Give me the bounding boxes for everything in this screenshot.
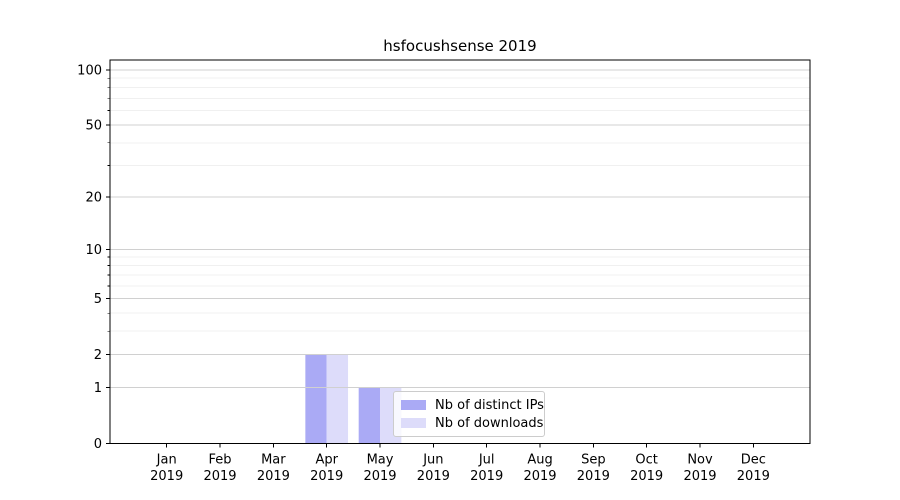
legend-item-downloads: Nb of downloads <box>401 414 543 432</box>
legend: Nb of distinct IPs Nb of downloads <box>393 391 545 437</box>
bar-nb-of-downloads-apr <box>326 354 349 444</box>
legend-item-distinct-ips: Nb of distinct IPs <box>401 396 544 414</box>
x-tick-label-month: Mar <box>261 453 286 468</box>
y-tick-label: 100 <box>77 63 102 78</box>
x-tick-label-year: 2019 <box>417 469 450 484</box>
legend-label-distinct-ips: Nb of distinct IPs <box>435 397 544 413</box>
x-tick-label-month: Feb <box>209 453 232 468</box>
y-tick-label: 50 <box>85 119 102 134</box>
x-tick-label-year: 2019 <box>630 469 663 484</box>
legend-label-downloads: Nb of downloads <box>435 415 544 431</box>
y-tick-label: 20 <box>85 190 102 205</box>
y-tick-label: 10 <box>85 243 102 258</box>
x-tick-label-month: Aug <box>527 453 552 468</box>
x-tick-label-month: May <box>367 453 394 468</box>
x-tick-label-year: 2019 <box>363 469 396 484</box>
x-tick-label-month: Jul <box>478 453 495 468</box>
x-tick-label-year: 2019 <box>203 469 236 484</box>
x-tick-label-month: Oct <box>635 453 657 468</box>
x-tick-label-month: Dec <box>741 453 766 468</box>
bar-nb-of-distinct-ips-apr <box>305 354 327 444</box>
y-tick-label: 0 <box>94 437 102 452</box>
x-tick-label-year: 2019 <box>523 469 556 484</box>
y-tick-label: 2 <box>94 348 102 363</box>
x-tick-label-month: Jan <box>156 453 177 468</box>
x-tick-label-year: 2019 <box>150 469 183 484</box>
x-tick-label-year: 2019 <box>683 469 716 484</box>
x-tick-label-year: 2019 <box>577 469 610 484</box>
x-tick-label-year: 2019 <box>310 469 343 484</box>
x-tick-label-year: 2019 <box>257 469 290 484</box>
plot-border <box>109 59 811 444</box>
chart-title: hsfocushsense 2019 <box>383 37 537 55</box>
x-tick-label-month: Jun <box>422 453 443 468</box>
bar-nb-of-distinct-ips-may <box>358 387 381 444</box>
legend-swatch-downloads <box>401 418 426 428</box>
x-tick-label-month: Nov <box>687 453 713 468</box>
x-tick-label-month: Sep <box>581 453 606 468</box>
y-tick-label: 1 <box>94 381 102 396</box>
x-tick-label-month: Apr <box>315 453 338 468</box>
x-tick-label-year: 2019 <box>470 469 503 484</box>
y-tick-label: 5 <box>94 292 102 307</box>
legend-swatch-distinct-ips <box>401 400 426 410</box>
x-tick-label-year: 2019 <box>737 469 770 484</box>
